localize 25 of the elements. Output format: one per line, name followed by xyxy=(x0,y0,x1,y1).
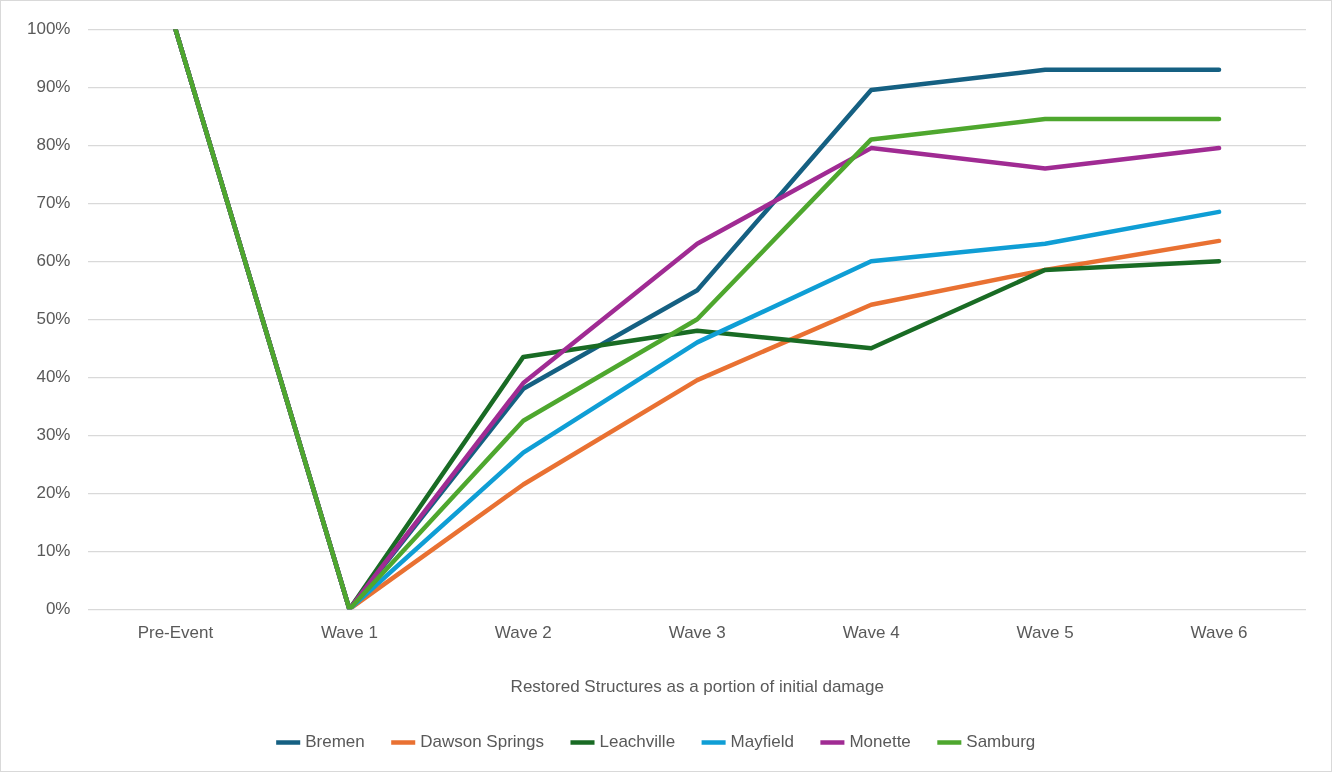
x-tick-label: Wave 4 xyxy=(842,623,900,643)
legend-label: Leachville xyxy=(599,732,676,752)
legend-label: Samburg xyxy=(966,732,1036,752)
x-tick-label: Pre-Event xyxy=(137,623,214,643)
x-tick-label: Wave 6 xyxy=(1190,623,1248,643)
y-tick-label: 90% xyxy=(36,76,71,96)
x-tick-label: Wave 1 xyxy=(320,623,378,643)
x-tick-label: Wave 5 xyxy=(1016,623,1074,643)
y-tick-label: 30% xyxy=(36,424,71,444)
legend-label: Bremen xyxy=(305,732,365,752)
legend-label: Mayfield xyxy=(730,732,794,752)
y-tick-label: 50% xyxy=(36,308,71,328)
y-tick-label: 40% xyxy=(36,366,71,386)
y-tick-label: 20% xyxy=(36,482,71,502)
legend-label: Dawson Springs xyxy=(420,732,544,752)
x-tick-label: Wave 3 xyxy=(668,623,726,643)
y-tick-label: 60% xyxy=(36,250,71,270)
legend-label: Monette xyxy=(849,732,911,752)
y-tick-label: 0% xyxy=(45,598,71,618)
y-tick-label: 10% xyxy=(36,540,71,560)
x-axis-title: Restored Structures as a portion of initial damage xyxy=(510,677,884,697)
y-tick-label: 80% xyxy=(36,134,71,154)
y-tick-label: 100% xyxy=(27,18,71,38)
x-tick-label: Wave 2 xyxy=(494,623,552,643)
y-tick-label: 70% xyxy=(36,192,71,212)
